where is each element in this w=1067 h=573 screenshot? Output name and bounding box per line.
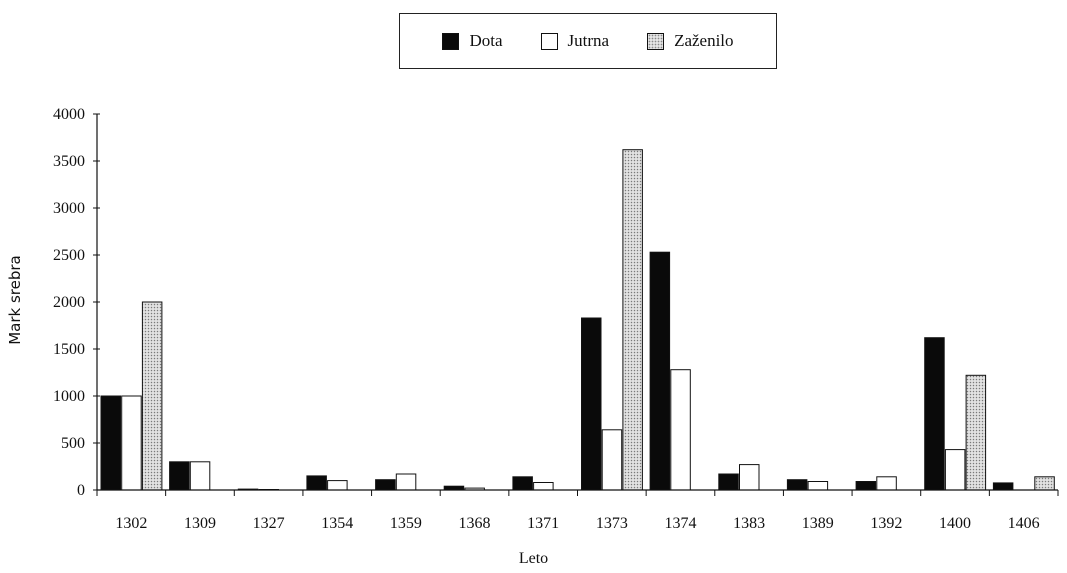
legend-item-zazenilo: Zaženilo [647,31,734,51]
legend-label-zazenilo: Zaženilo [674,31,734,50]
bar-zaenilo-1373 [622,149,643,491]
bar-zaenilo-1400 [965,374,987,491]
legend-swatch-jutrna [540,32,558,50]
bar-dota-1373 [581,317,602,491]
legend-swatch-zazenilo [647,32,665,50]
x-tick-label: 1400 [939,515,971,532]
y-tick-label: 1500 [53,341,85,358]
bar-jutrna-1302 [121,395,142,491]
legend: Dota Jutrna Zaženilo [399,13,777,69]
bar-dota-1371 [512,476,533,491]
bar-jutrna-1400 [944,449,966,491]
x-tick-label: 1368 [459,515,491,532]
bar-dota-1354 [306,475,327,491]
legend-label-jutrna: Jutrna [567,31,610,50]
x-tick-label: 1392 [870,515,902,532]
bar-dota-1400 [924,337,945,491]
y-tick-label: 4000 [53,106,85,123]
x-tick-label: 1406 [1008,515,1040,532]
bar-jutrna-1309 [189,461,211,491]
legend-item-jutrna: Jutrna [540,31,610,51]
bar-jutrna-1392 [876,476,897,491]
bar-jutrna-1374 [670,369,691,491]
bar-dota-1389 [786,479,808,491]
bar-dota-1302 [100,395,121,491]
bar-dota-1359 [375,479,396,491]
x-tick-label: 1373 [596,515,628,532]
bar-jutrna-1383 [739,464,760,491]
x-tick-label: 1302 [115,515,147,532]
x-tick-label: 1371 [527,515,559,532]
y-tick-label: 500 [61,435,85,452]
bar-jutrna-1373 [601,429,623,491]
bar-dota-1374 [649,251,671,491]
y-tick-label: 3500 [53,153,85,170]
x-tick-label: 1354 [321,515,353,532]
bar-dota-1309 [169,461,190,491]
bar-dota-1392 [855,481,877,491]
x-tick-label: 1383 [733,515,765,532]
bar-zaenilo-1406 [1034,476,1055,491]
x-tick-label: 1359 [390,515,422,532]
y-tick-label: 1000 [53,388,85,405]
y-tick-label: 0 [77,482,85,499]
bar-dota-1383 [718,473,739,491]
x-tick-label: 1309 [184,515,216,532]
bar-jutrna-1371 [533,482,554,491]
x-tick-label: 1327 [253,515,285,532]
bar-jutrna-1389 [807,481,829,491]
y-tick-label: 3000 [53,200,85,217]
x-axis-title: Leto [518,550,549,567]
legend-item-dota: Dota [442,31,503,51]
bar-zaenilo-1302 [141,301,163,491]
y-axis-title: Mark srebra [6,255,24,345]
bar-jutrna-1359 [395,473,417,491]
legend-label-dota: Dota [469,31,503,50]
x-tick-label: 1374 [664,515,696,532]
y-tick-label: 2500 [53,247,85,264]
bar-jutrna-1354 [327,480,348,491]
y-tick-label: 2000 [53,294,85,311]
plot-area: 0 500 1000 1500 2000 2500 3000 3500 4000 1302 1309… [53,106,1059,532]
x-tick-label: 1389 [802,515,834,532]
legend-swatch-dota [442,32,460,50]
bar-dota-1406 [992,482,1014,491]
